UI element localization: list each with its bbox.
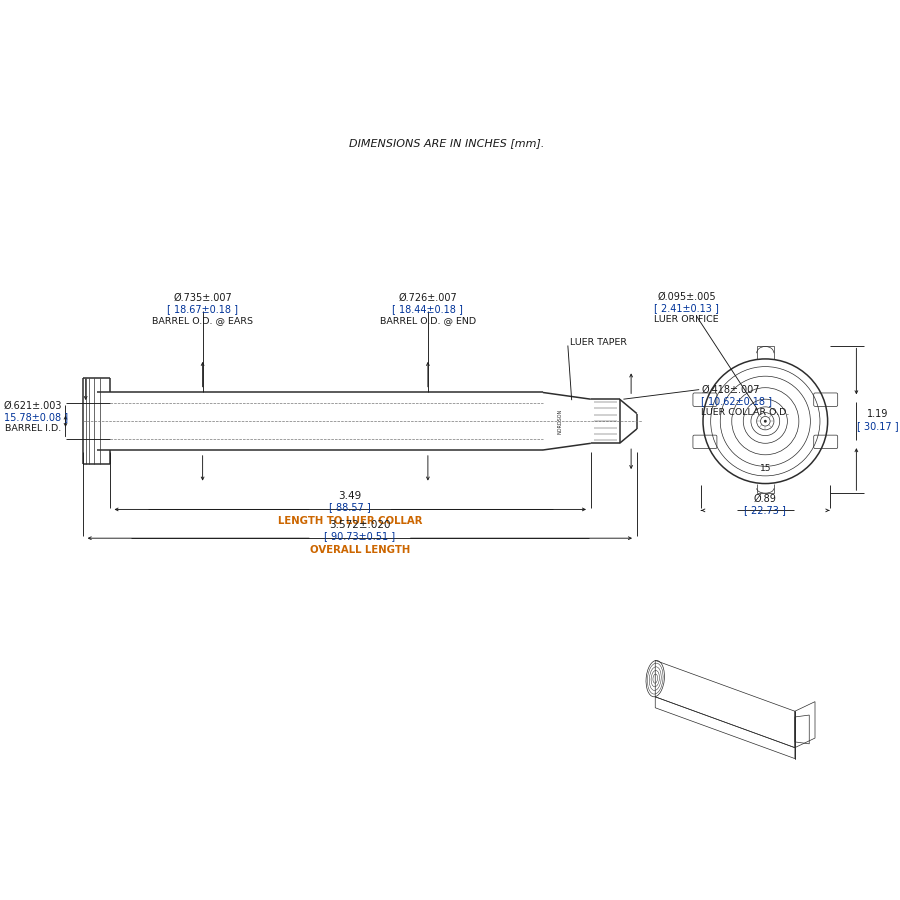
Text: Ø.418±.007: Ø.418±.007 [701, 384, 760, 394]
Text: BARREL O.D. @ END: BARREL O.D. @ END [380, 316, 476, 325]
Text: [ 18.44±0.18 ]: [ 18.44±0.18 ] [392, 304, 464, 314]
Text: [ 90.73±0.51 ]: [ 90.73±0.51 ] [324, 531, 395, 541]
Text: 15: 15 [760, 464, 771, 472]
Text: [ 2.41±0.13 ]: [ 2.41±0.13 ] [654, 303, 719, 313]
Text: [ 15.78±0.08 ]: [ 15.78±0.08 ] [0, 412, 68, 422]
Text: LUER ORIFICE: LUER ORIFICE [654, 315, 719, 324]
Text: LUER TAPER: LUER TAPER [570, 338, 626, 347]
Text: Ø.726±.007: Ø.726±.007 [399, 292, 457, 302]
Text: 1.19: 1.19 [867, 409, 888, 419]
Text: [ 18.67±0.18 ]: [ 18.67±0.18 ] [167, 304, 238, 314]
Text: 3.49: 3.49 [338, 491, 362, 501]
Text: [ 88.57 ]: [ 88.57 ] [329, 502, 371, 512]
Text: LUER COLLAR O.D.: LUER COLLAR O.D. [701, 408, 789, 417]
Text: [ 22.73 ]: [ 22.73 ] [744, 506, 787, 516]
Text: LENGTH TO LUER COLLAR: LENGTH TO LUER COLLAR [278, 516, 422, 526]
Text: OVERALL LENGTH: OVERALL LENGTH [310, 544, 410, 554]
Text: [ 30.17 ]: [ 30.17 ] [857, 421, 898, 431]
Text: BARREL O.D. @ EARS: BARREL O.D. @ EARS [152, 316, 253, 325]
Text: NORDSON: NORDSON [558, 409, 562, 434]
Text: Ø.621±.003: Ø.621±.003 [4, 400, 62, 411]
Text: Ø.095±.005: Ø.095±.005 [657, 292, 716, 302]
Text: DIMENSIONS ARE IN INCHES [mm].: DIMENSIONS ARE IN INCHES [mm]. [349, 139, 544, 148]
Circle shape [764, 419, 767, 423]
Text: BARREL I.D.: BARREL I.D. [4, 425, 61, 434]
Text: 3.572±.020: 3.572±.020 [329, 520, 391, 530]
Text: Ø.735±.007: Ø.735±.007 [173, 292, 232, 302]
Text: [ 10.62±0.18 ]: [ 10.62±0.18 ] [701, 396, 772, 406]
Text: Ø.89: Ø.89 [754, 494, 777, 504]
